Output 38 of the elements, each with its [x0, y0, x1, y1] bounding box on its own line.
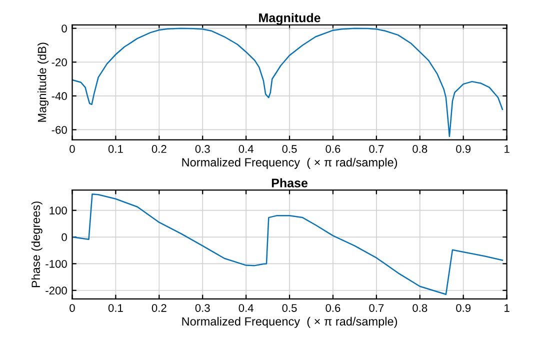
x-tick-label: 0 — [70, 145, 75, 153]
x-tick-label: 0.5 — [282, 145, 297, 153]
x-tick-label: 0 — [70, 304, 75, 312]
chart-title: Magnitude — [259, 13, 320, 25]
x-tick-label: 0.9 — [456, 304, 471, 312]
y-tick-label: -40 — [52, 92, 67, 100]
x-tick-label: 0.4 — [238, 304, 254, 312]
x-tick-label: 1 — [504, 145, 510, 153]
x-tick-label: 0.3 — [195, 145, 210, 153]
x-tick-label: 0.1 — [108, 145, 123, 153]
x-tick-label: 0.2 — [152, 145, 166, 153]
x-tick-label: 0.7 — [369, 145, 384, 153]
x-tick-label: 0.7 — [369, 304, 384, 312]
x-tick-label: 0.5 — [282, 304, 297, 312]
line-series — [72, 193, 504, 296]
x-tick-label: 0.6 — [326, 145, 340, 153]
y-tick-label: 0 — [62, 233, 67, 242]
x-tick-label: 0.3 — [195, 304, 210, 312]
y-tick-label: 100 — [50, 206, 67, 214]
y-tick-label: -60 — [52, 126, 67, 134]
y-tick-label: 0 — [62, 24, 67, 32]
x-axis-title: Normalized Frequency ( × π rad/sample) — [182, 316, 398, 328]
x-tick-label: 0.9 — [456, 145, 471, 153]
y-tick-label: -100 — [46, 260, 67, 268]
y-tick-label: -20 — [52, 58, 67, 66]
x-tick-label: 0.6 — [326, 304, 340, 312]
chart-title: Phase — [272, 178, 308, 188]
line-series — [72, 28, 504, 138]
x-tick-label: 0.1 — [108, 304, 123, 312]
x-tick-label: 0.8 — [412, 304, 428, 312]
x-tick-label: 0.2 — [152, 304, 166, 312]
y-tick-label: -200 — [46, 286, 67, 295]
x-tick-label: 0.4 — [238, 145, 254, 153]
y-axis-title: Magnitude (dB) — [38, 42, 49, 122]
x-tick-label: 0.8 — [412, 145, 428, 153]
x-axis-title: Normalized Frequency ( × π rad/sample) — [182, 158, 398, 169]
y-axis-title: Phase (degrees) — [31, 202, 42, 288]
x-tick-label: 1 — [504, 304, 510, 312]
